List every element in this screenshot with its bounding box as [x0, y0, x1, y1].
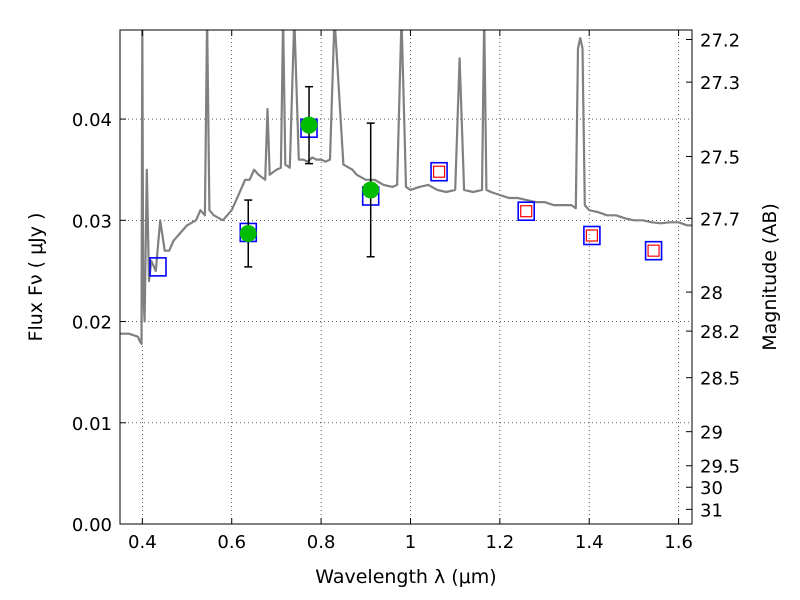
- y2-tick-label: 27.2: [700, 30, 740, 51]
- model-point-box: [430, 161, 448, 182]
- y2-tick-label: 29.5: [700, 457, 740, 478]
- upper-limit-marker: [520, 205, 533, 218]
- x-tick-label: 0.4: [128, 532, 157, 553]
- model-point-box: [517, 201, 536, 222]
- y-tick-label: 0.01: [72, 414, 112, 435]
- spectrum-line: [120, 30, 692, 345]
- detection-point: [239, 224, 257, 242]
- x-tick-label: 1: [405, 532, 416, 553]
- x-tick-label: 1.6: [664, 532, 693, 553]
- y2-tick-label: 28: [700, 283, 723, 304]
- y-tick-label: 0.00: [72, 515, 112, 536]
- y2-tick-label: 27.3: [700, 73, 740, 94]
- y-tick-label: 0.02: [72, 313, 112, 334]
- detection-point: [362, 181, 380, 199]
- y2-tick-label: 29: [700, 423, 723, 444]
- tick-labels-layer: 0.4 0.6 0.8 1 1.2 1.4 1.6 0.00 0.01 0.02 0.03 0.04 2…: [72, 30, 740, 553]
- model-point-box: [583, 225, 601, 246]
- x-tick-label: 0.6: [217, 532, 246, 553]
- x-tick-label: 1.2: [486, 532, 515, 553]
- y2-tick-label: 27.7: [700, 209, 740, 230]
- upper-limit-marker: [585, 229, 599, 242]
- y-tick-label: 0.03: [72, 211, 112, 232]
- y-axis-label: Flux Fν ( μJy ): [25, 213, 47, 342]
- x-axis-label: Wavelength λ (μm): [315, 566, 496, 588]
- y2-axis-label: Magnitude (AB): [759, 203, 781, 351]
- y2-tick-label: 30: [700, 478, 723, 499]
- points-layer: [149, 85, 663, 277]
- y2-tick-label: 31: [700, 500, 723, 521]
- plot-frame: [119, 29, 693, 525]
- spectrum-layer: [120, 30, 692, 345]
- upper-limit-marker: [647, 244, 660, 257]
- y2-tick-label: 28.2: [700, 322, 740, 343]
- y-tick-label: 0.04: [72, 110, 112, 131]
- model-point-box: [644, 240, 663, 261]
- ticks-layer: [120, 30, 692, 525]
- upper-limit-marker: [432, 165, 446, 178]
- x-tick-label: 1.4: [575, 532, 604, 553]
- y2-tick-label: 28.5: [700, 369, 740, 390]
- model-point-box: [149, 257, 167, 277]
- x-tick-label: 0.8: [307, 532, 336, 553]
- detection-point: [300, 116, 318, 134]
- y2-tick-label: 27.5: [700, 147, 740, 168]
